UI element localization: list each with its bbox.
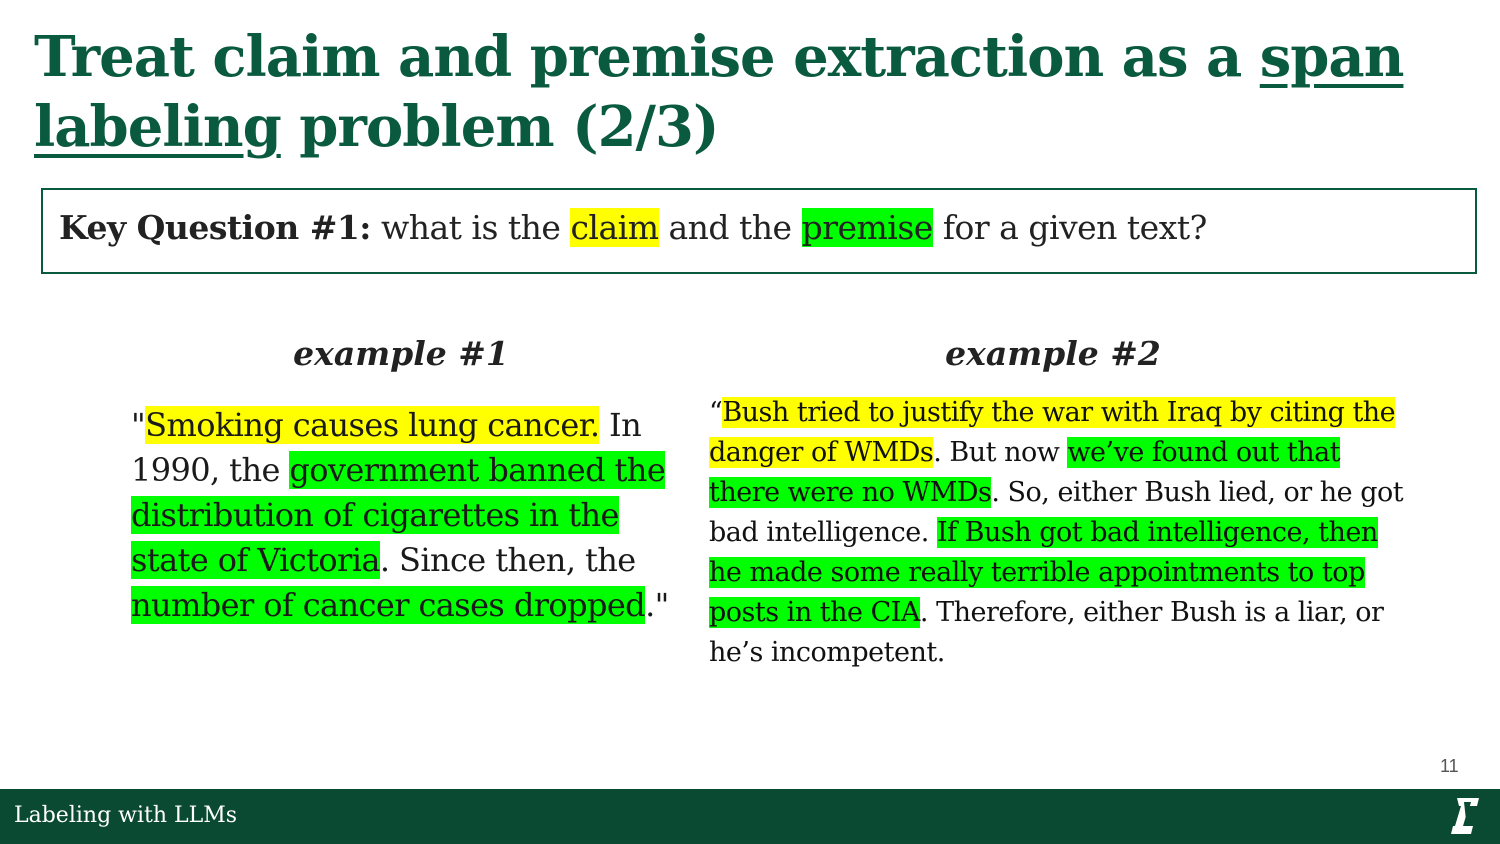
key-question-part: and the: [658, 208, 802, 247]
title-text-part1: Treat claim and premise extraction as a: [34, 24, 1260, 90]
key-question-label: Key Question #1:: [59, 208, 372, 247]
university-logo-icon: [1451, 798, 1479, 834]
plain-text-span: . Since then, the: [379, 541, 636, 579]
claim-span: Smoking causes lung cancer.: [145, 406, 600, 444]
example1-text: "Smoking causes lung cancer. In 1990, th…: [131, 403, 671, 628]
title-underlined-span: span: [1259, 24, 1405, 90]
key-question-text: Key Question #1: what is the claim and t…: [59, 206, 1207, 250]
page-number: 11: [1440, 756, 1459, 776]
premise-span: number of cancer cases dropped: [131, 586, 646, 624]
plain-text-span: . But now: [933, 437, 1068, 468]
key-question-box: Key Question #1: what is the claim and t…: [41, 188, 1477, 274]
key-question-part: for a given text?: [932, 208, 1207, 247]
slide-title: Treat claim and premise extraction as a …: [34, 22, 1474, 162]
claim-highlight: claim: [570, 208, 659, 247]
key-question-part: what is the: [371, 208, 571, 247]
title-text-part2: problem (2/3): [280, 94, 719, 160]
plain-text-span: .": [645, 586, 669, 624]
footer-label: Labeling with LLMs: [14, 803, 238, 828]
plain-text-span: ": [131, 406, 146, 444]
premise-highlight: premise: [801, 208, 933, 247]
footer-bar: Labeling with LLMs: [0, 789, 1500, 844]
example1-heading: example #1: [293, 334, 509, 373]
example2-text: “Bush tried to justify the war with Iraq…: [709, 393, 1409, 673]
plain-text-span: . So, either Bush lied, or he got bad in…: [709, 477, 1404, 548]
plain-text-span: In 1990, the: [131, 406, 642, 489]
plain-text-span: “: [709, 397, 723, 428]
plain-text-span: . Therefore, either Bush is a liar, or h…: [709, 597, 1384, 668]
title-underlined-labeling: labeling: [34, 94, 282, 160]
example2-heading: example #2: [945, 334, 1161, 373]
